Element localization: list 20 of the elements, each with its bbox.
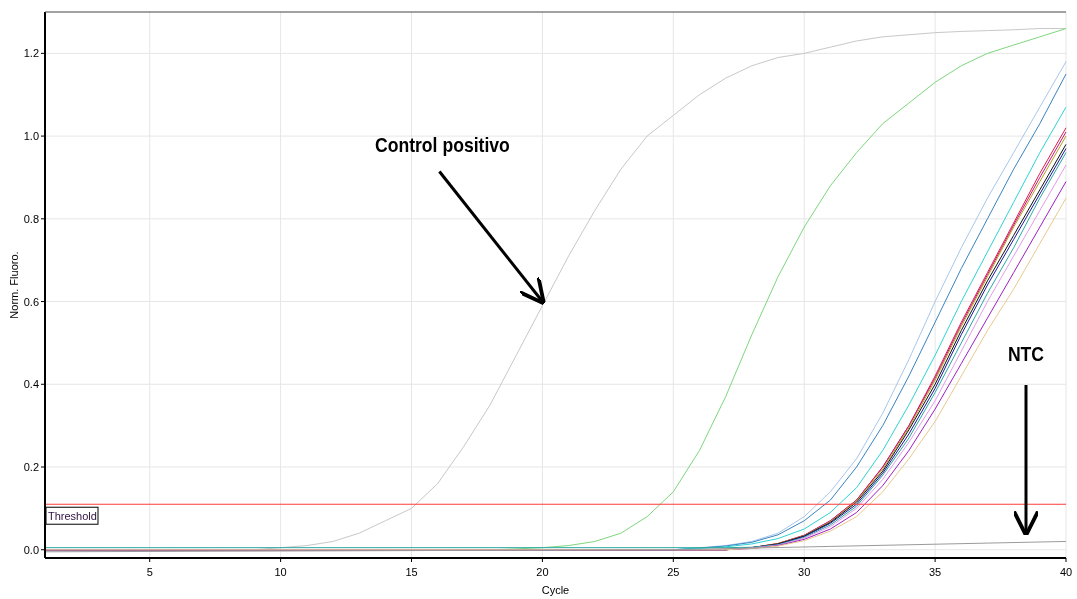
- y-tick-label: 0.6: [23, 295, 39, 308]
- x-tick-label: 20: [536, 566, 549, 578]
- y-axis-title: Norm. Fluoro.: [8, 251, 20, 319]
- x-tick-label: 40: [1059, 566, 1073, 578]
- y-tick-label: 0.8: [23, 212, 39, 225]
- y-tick-label: 0.2: [23, 461, 39, 473]
- x-tick-label: 25: [667, 566, 680, 578]
- x-tick-label: 5: [146, 566, 153, 578]
- x-tick-label: 35: [928, 566, 942, 578]
- y-tick-label: 0.0: [23, 543, 39, 556]
- annotation: NTC: [1007, 342, 1045, 366]
- ref-line-label: Threshold: [48, 510, 97, 523]
- x-axis-title: Cycle: [541, 584, 570, 596]
- annotation: Control positivo: [374, 133, 510, 156]
- x-tick-label: 10: [274, 566, 287, 578]
- x-tick-label: 30: [798, 566, 811, 578]
- y-tick-label: 0.4: [23, 378, 39, 391]
- y-tick-label: 1.2: [23, 47, 39, 60]
- x-tick-label: 15: [405, 566, 418, 578]
- y-tick-label: 1.0: [23, 130, 39, 143]
